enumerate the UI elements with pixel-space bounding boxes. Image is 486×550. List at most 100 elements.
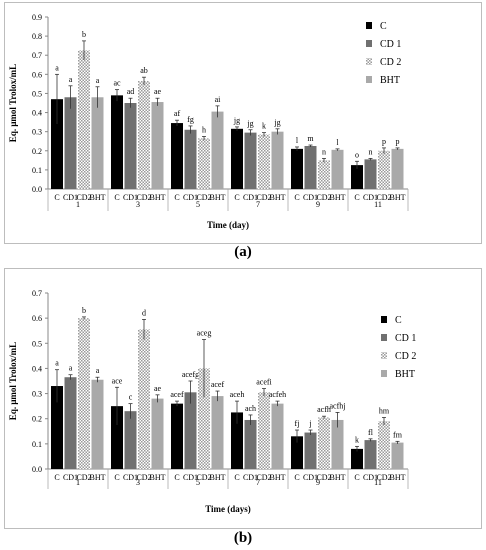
group-label-a: 5 <box>196 200 200 209</box>
bar-category-label-a: C <box>114 193 119 202</box>
significance-letter-a: l <box>296 136 299 145</box>
significance-letter-b: acefg <box>182 370 199 379</box>
bar-b <box>111 406 123 469</box>
significance-letter-b: ae <box>154 384 162 393</box>
bar-a <box>64 97 77 189</box>
significance-letter-a: af <box>174 109 181 118</box>
group-label-a: 3 <box>136 200 140 209</box>
significance-letter-a: fg <box>187 115 194 124</box>
bar-category-label-a: BHT <box>210 193 226 202</box>
y-tick-label-a: 0.4 <box>32 109 42 118</box>
y-tick-label-a: 0.0 <box>32 185 42 194</box>
bar-category-label-a: CD2 <box>76 193 91 202</box>
significance-letter-a: a <box>55 63 59 72</box>
bar-category-label-b: BHT <box>90 473 106 482</box>
bar-category-label-b: CD1 <box>123 473 138 482</box>
panel-label-b: (b) <box>233 530 253 546</box>
bar-b <box>391 442 404 469</box>
bar-a <box>91 97 104 189</box>
bar-category-label-b: CD2 <box>76 473 91 482</box>
group-label-b: 1 <box>76 478 80 487</box>
bar-a <box>111 95 123 189</box>
significance-letter-a: m <box>307 134 314 143</box>
bar-category-label-a: CD1 <box>243 193 258 202</box>
significance-letter-a: jg <box>233 116 240 125</box>
y-axis-title-b: Eq. μmol Trolox/mL <box>8 342 18 420</box>
bar-a <box>304 146 317 189</box>
significance-letter-b: acfhj <box>330 401 346 410</box>
bar-category-label-a: CD1 <box>63 193 78 202</box>
bar-category-label-a: C <box>174 193 179 202</box>
y-tick-label-a: 0.1 <box>32 166 42 175</box>
bar-category-label-b: C <box>114 473 119 482</box>
bar-b <box>258 392 270 469</box>
bar-a <box>198 138 210 189</box>
bar-category-label-a: CD2 <box>256 193 271 202</box>
bar-category-label-b: CD2 <box>256 473 271 482</box>
bar-b <box>231 412 243 469</box>
legend-label-b: CD 1 <box>395 333 416 344</box>
significance-letter-a: ac <box>113 79 121 88</box>
bar-a <box>378 150 390 189</box>
bar-a <box>351 165 363 189</box>
bar-category-label-b: CD2 <box>196 473 211 482</box>
bar-a <box>291 148 303 189</box>
significance-letter-a: a <box>96 76 100 85</box>
bar-category-label-a: BHT <box>150 193 166 202</box>
significance-letter-b: k <box>355 435 359 444</box>
bar-a <box>151 102 164 189</box>
y-tick-label-b: 0.4 <box>32 364 42 373</box>
bar-a <box>258 134 270 189</box>
legend-label-a: C <box>380 21 387 32</box>
y-tick-label-b: 0.7 <box>32 289 42 298</box>
y-tick-label-a: 0.7 <box>32 51 42 60</box>
significance-letter-a: ad <box>127 87 135 96</box>
group-label-b: 9 <box>316 478 320 487</box>
bar-category-label-a: CD1 <box>303 193 318 202</box>
bar-b <box>364 440 377 469</box>
significance-letter-a: jg <box>246 119 253 128</box>
bar-category-label-b: CD1 <box>63 473 78 482</box>
significance-letter-a: l <box>336 138 339 147</box>
bar-b <box>78 318 90 469</box>
bar-category-label-a: BHT <box>390 193 406 202</box>
legend-label-b: C <box>395 315 402 326</box>
y-tick-label-a: 0.6 <box>32 70 42 79</box>
bar-a <box>78 50 90 189</box>
legend-swatch-a <box>366 76 372 83</box>
significance-letter-a: n <box>369 147 373 156</box>
significance-letter-b: acef <box>211 380 225 389</box>
y-tick-label-b: 0.5 <box>32 339 42 348</box>
bar-a <box>138 81 150 189</box>
significance-letter-b: aceg <box>197 329 212 338</box>
bar-b <box>378 421 390 469</box>
significance-letter-a: ae <box>154 87 162 96</box>
group-label-b: 11 <box>374 478 382 487</box>
bar-category-label-b: C <box>174 473 179 482</box>
bar-b <box>211 396 224 469</box>
significance-letter-a: ab <box>140 66 148 75</box>
x-axis-title-a: Time (day) <box>207 220 249 230</box>
bar-category-label-a: C <box>234 193 239 202</box>
y-tick-label-b: 0.6 <box>32 314 42 323</box>
bar-a <box>318 160 330 189</box>
legend-swatch-a <box>366 40 372 47</box>
bar-b <box>318 417 330 469</box>
significance-letter-a: b <box>82 30 86 39</box>
bar-b <box>351 448 363 469</box>
significance-letter-b: acefi <box>256 378 272 387</box>
significance-letter-a: n <box>322 147 326 156</box>
bar-category-label-a: CD2 <box>196 193 211 202</box>
bar-category-label-b: BHT <box>270 473 286 482</box>
bar-b <box>124 411 137 469</box>
bar-category-label-a: BHT <box>270 193 286 202</box>
significance-letter-b: fm <box>393 430 403 439</box>
bar-category-label-a: CD1 <box>183 193 198 202</box>
y-tick-label-b: 0.1 <box>32 440 42 449</box>
significance-letter-b: hm <box>379 406 390 415</box>
bar-a <box>184 129 197 189</box>
significance-letter-a: p <box>382 137 386 146</box>
significance-letter-a: k <box>262 122 266 131</box>
significance-letter-b: ace <box>112 376 123 385</box>
